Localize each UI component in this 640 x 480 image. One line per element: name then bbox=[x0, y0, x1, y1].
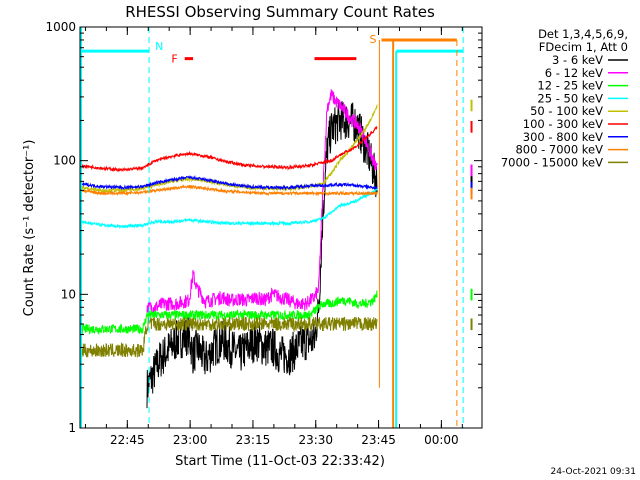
chart-title: RHESSI Observing Summary Count Rates bbox=[125, 3, 435, 21]
series-line-8 bbox=[79, 184, 378, 197]
y-tick-label-3: 100 bbox=[53, 154, 76, 168]
legend-label-4: 25 - 50 keV bbox=[537, 91, 603, 105]
y-tick-label-1: 1 bbox=[68, 421, 76, 435]
x-axis-label: Start Time (11-Oct-03 22:33:42) bbox=[175, 454, 385, 469]
saa-label: S bbox=[370, 33, 377, 46]
x-tick-label-6: 00:00 bbox=[424, 433, 459, 447]
night-label: N bbox=[155, 40, 163, 53]
plot-area: NF S 1 10 100 1000 22:45 23:00 23:15 23:30 23:45 00… bbox=[45, 20, 483, 447]
legend-header-line-2: FDecim 1, Att 0 bbox=[539, 40, 628, 54]
series-line-7 bbox=[79, 174, 378, 191]
y-axis-label: Count Rate (s⁻¹ detector⁻¹) bbox=[22, 140, 37, 317]
x-tick-label-4: 23:30 bbox=[298, 433, 333, 447]
series-line-4 bbox=[79, 188, 378, 229]
series-line-5 bbox=[79, 104, 378, 194]
x-tick-label-3: 23:15 bbox=[236, 433, 271, 447]
timestamp: 24-Oct-2021 09:31 bbox=[551, 467, 636, 477]
plot-frame bbox=[79, 26, 483, 429]
series-line-1 bbox=[146, 101, 378, 409]
series-line-2 bbox=[146, 89, 378, 315]
legend-header-line-1: Det 1,3,4,5,6,9, bbox=[538, 27, 628, 41]
flare-label: F bbox=[171, 53, 177, 66]
series-line-3 bbox=[79, 290, 378, 336]
legend-label-5: 50 - 100 keV bbox=[530, 104, 603, 118]
legend-label-6: 100 - 300 keV bbox=[523, 117, 603, 131]
legend-label-7: 300 - 800 keV bbox=[523, 130, 603, 144]
legend-label-8: 800 - 7000 keV bbox=[515, 143, 603, 157]
legend: Det 1,3,4,5,6,9, FDecim 1, Att 0 3 - 6 k… bbox=[501, 27, 628, 169]
legend-label-3: 12 - 25 keV bbox=[537, 79, 603, 93]
legend-label-9: 7000 - 15000 keV bbox=[501, 155, 603, 169]
y-tick-label-4: 1000 bbox=[45, 20, 76, 34]
legend-label-1: 3 - 6 keV bbox=[552, 53, 603, 67]
x-tick-label-1: 22:45 bbox=[110, 433, 145, 447]
x-tick-label-5: 23:45 bbox=[361, 433, 396, 447]
series-line-6 bbox=[79, 126, 378, 173]
x-tick-label-2: 23:00 bbox=[173, 433, 208, 447]
y-tick-label-2: 10 bbox=[61, 287, 76, 301]
series-line-9 bbox=[79, 316, 378, 358]
legend-label-2: 6 - 12 keV bbox=[545, 66, 603, 80]
